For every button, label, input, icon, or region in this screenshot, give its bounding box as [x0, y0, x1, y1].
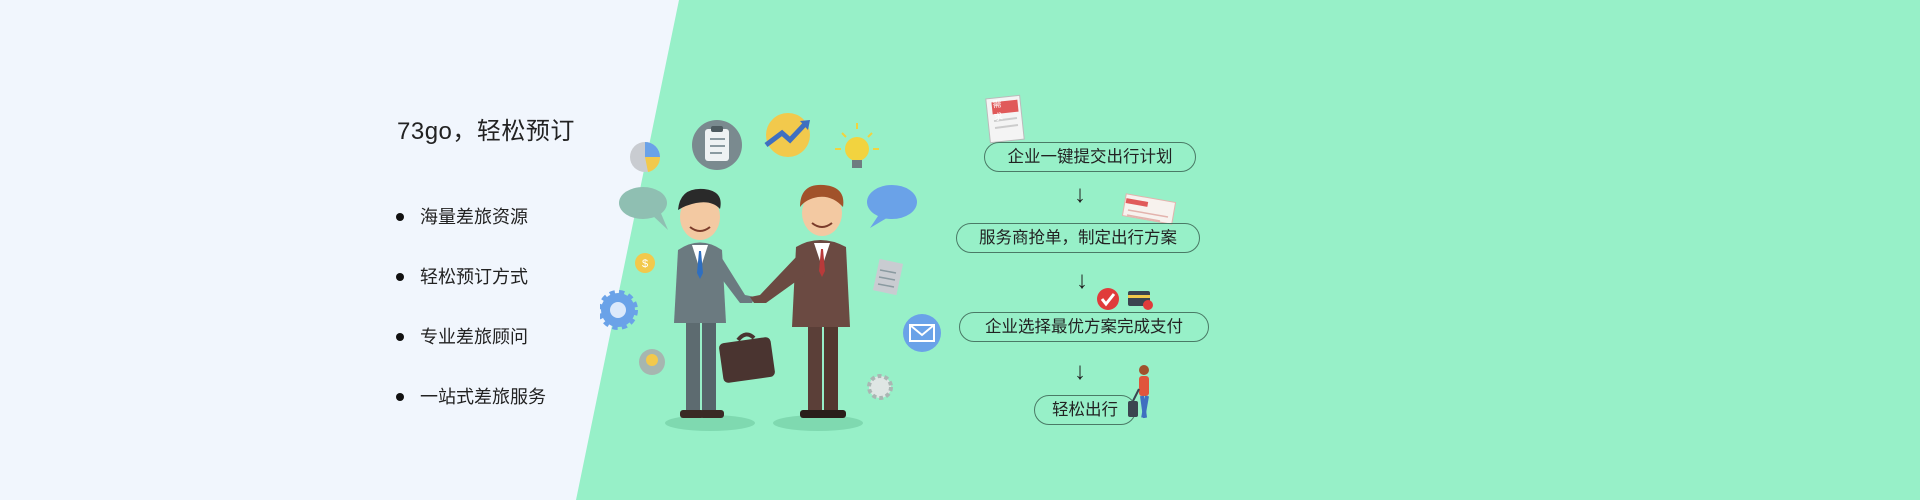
handshake-illustration: $: [600, 113, 941, 431]
feature-item: 一站式差旅服务: [396, 380, 546, 440]
feature-item: 专业差旅顾问: [396, 320, 546, 380]
flow-step-bid: 服务商抢单，制定出行方案: [956, 223, 1200, 253]
document-icon: [872, 258, 904, 296]
businessman-right: [750, 184, 850, 418]
feature-item: 海量差旅资源: [396, 200, 546, 260]
lightbulb-icon: [835, 123, 879, 168]
svg-text:$: $: [642, 258, 648, 270]
mail-icon: [903, 314, 941, 352]
traveler-icon: [1128, 365, 1149, 419]
chat-bubble-icon: [867, 185, 917, 228]
page-title: 73go，轻松预订: [397, 118, 575, 145]
briefcase-icon: [719, 332, 775, 383]
gear-icon: [867, 374, 893, 400]
chat-bubble-icon: [619, 187, 668, 230]
flow-arrow: ↓: [1074, 181, 1086, 208]
flow-step-travel: 轻松出行: [1034, 395, 1136, 425]
feature-list: 海量差旅资源 轻松预订方式 专业差旅顾问 一站式差旅服务: [396, 200, 546, 440]
demand-document-icon: [985, 94, 1025, 144]
card-icon: [1128, 291, 1153, 310]
ticket-icon: [1121, 193, 1177, 225]
ground-shadow: [773, 415, 863, 431]
flow-step-pay: 企业选择最优方案完成支付: [959, 312, 1209, 342]
gear-icon: [600, 290, 638, 330]
flow-arrow: ↓: [1074, 358, 1086, 385]
feature-item: 轻松预订方式: [396, 260, 546, 320]
businessman-left: [674, 188, 755, 418]
pie-chart-icon: [630, 142, 661, 172]
coin-icon: $: [635, 253, 655, 273]
ground-shadow: [665, 415, 755, 431]
clipboard-icon: [692, 120, 742, 170]
check-icon: [1097, 288, 1119, 310]
lightbulb-icon: [639, 349, 665, 375]
flow-arrow: ↓: [1076, 267, 1088, 294]
flow-step-submit: 企业一键提交出行计划: [984, 142, 1196, 172]
payment-icons: [1097, 288, 1153, 310]
trend-chart-icon: [764, 113, 810, 157]
